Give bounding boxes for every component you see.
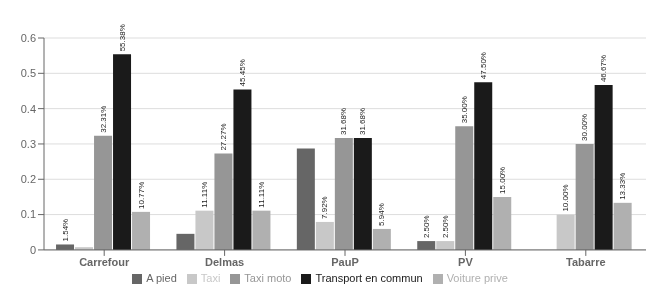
svg-text:27.27%: 27.27% [219,123,228,150]
html-text:Taxi moto: Taxi moto [244,271,292,284]
svg-text:31.68%: 31.68% [339,108,348,135]
svg-text:32.31%: 32.31% [99,106,108,133]
svg-text:0: 0 [30,244,36,256]
svg-text:35.00%: 35.00% [460,96,469,123]
svg-text:10.77%: 10.77% [137,182,146,209]
svg-text:13.33%: 13.33% [618,173,627,200]
svg-text:11.11%: 11.11% [257,182,266,208]
svg-text:0.3: 0.3 [21,138,36,150]
svg-text:1.54%: 1.54% [61,219,70,242]
svg-text:15.00%: 15.00% [498,167,507,194]
html-text:A pied: A pied [146,271,177,284]
html-text:Taxi: Taxi [200,271,221,284]
svg-text:45.45%: 45.45% [238,59,247,86]
svg-text:0.4: 0.4 [21,103,36,115]
svg-text:5.94%: 5.94% [377,203,386,226]
svg-text:Carrefour: Carrefour [79,256,130,268]
svg-text:0.1: 0.1 [21,208,36,220]
svg-text:30.00%: 30.00% [580,114,589,141]
svg-text:Tabarre: Tabarre [566,256,606,268]
svg-text:11.11%: 11.11% [200,182,209,208]
svg-text:46.67%: 46.67% [599,55,608,82]
html-text:Transport en commun: Transport en commun [315,271,423,284]
svg-text:PauP: PauP [331,256,359,268]
svg-text:0.5: 0.5 [21,67,36,79]
svg-text:10.00%: 10.00% [561,184,570,211]
svg-text:2.50%: 2.50% [441,215,450,238]
svg-text:55.38%: 55.38% [118,24,127,51]
svg-text:Delmas: Delmas [205,256,244,268]
svg-text:47.50%: 47.50% [479,52,488,79]
svg-text:0.6: 0.6 [21,32,36,44]
svg-text:PV: PV [458,256,473,268]
html-text:Voiture prive: Voiture prive [446,271,508,284]
svg-text:0.2: 0.2 [21,173,36,185]
svg-text:31.68%: 31.68% [358,108,367,135]
svg-text:7.92%: 7.92% [320,196,329,219]
svg-text:2.50%: 2.50% [422,215,431,238]
